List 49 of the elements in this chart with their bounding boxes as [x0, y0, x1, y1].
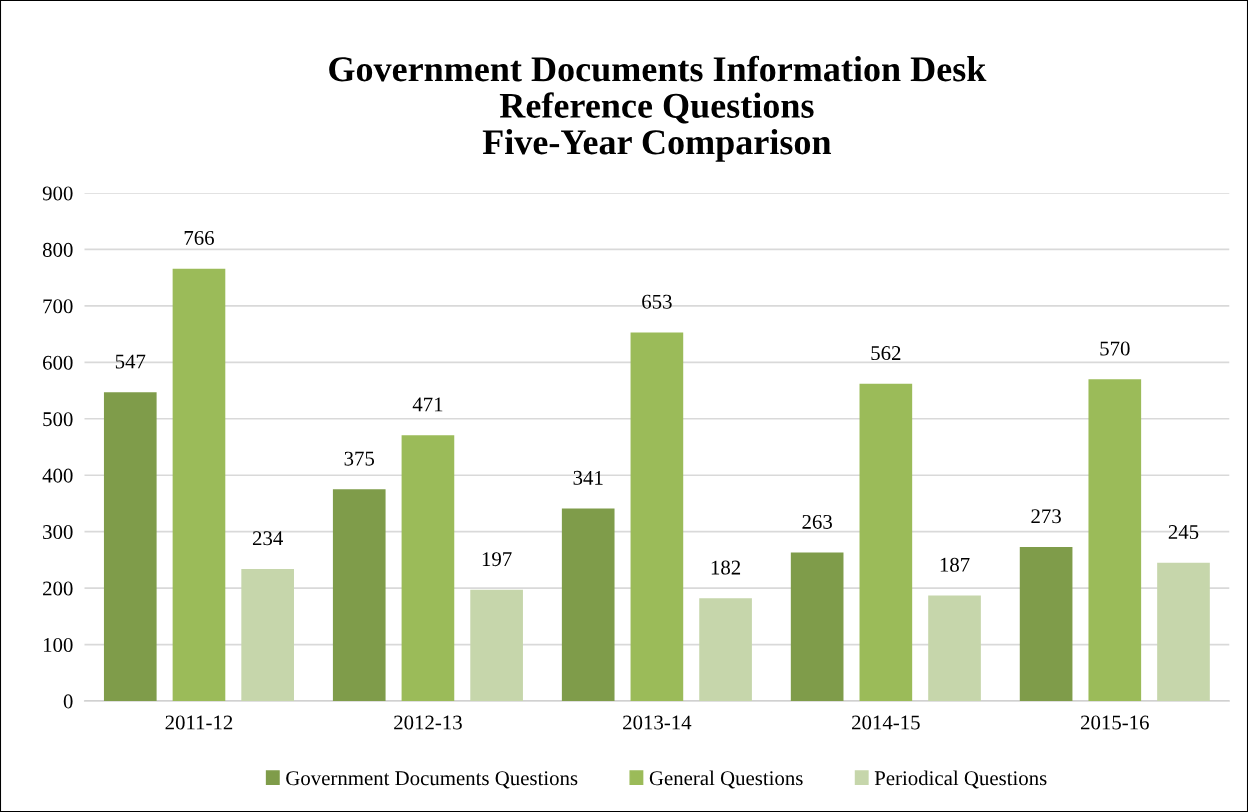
bar — [241, 568, 294, 701]
x-tick-label: 2012-13 — [394, 715, 462, 730]
data-label: 187 — [940, 557, 970, 572]
bar — [928, 595, 981, 701]
bar — [1088, 379, 1142, 701]
data-label: 197 — [482, 552, 512, 567]
bar — [401, 435, 455, 701]
x-tick-label: 2013-14 — [623, 715, 692, 730]
data-label: 234 — [252, 531, 283, 546]
y-tick-label: 200 — [43, 581, 73, 596]
legend-label: Periodical Questions — [874, 770, 1047, 789]
bar — [630, 332, 684, 701]
y-tick-label: 700 — [43, 299, 73, 314]
x-tick-label: 2011-12 — [165, 715, 233, 730]
bar — [103, 392, 157, 701]
y-tick-label: 500 — [43, 412, 73, 427]
y-tick-label: 600 — [43, 355, 73, 370]
data-label: 766 — [184, 230, 214, 245]
bar — [1157, 562, 1210, 701]
data-label: 182 — [711, 560, 741, 575]
bar — [470, 589, 523, 701]
y-tick-label: 300 — [43, 525, 73, 540]
data-label: 263 — [802, 514, 832, 529]
legend-label: General Questions — [649, 770, 803, 789]
bar — [1019, 546, 1073, 701]
bar — [561, 508, 615, 701]
data-label: 547 — [115, 354, 146, 369]
data-label: 375 — [344, 451, 375, 466]
y-tick-label: 400 — [42, 468, 73, 483]
y-tick-label: 800 — [42, 242, 73, 257]
y-tick-label: 0 — [63, 694, 73, 709]
y-tick-label: 100 — [43, 637, 73, 652]
data-label: 471 — [412, 397, 443, 412]
bar — [790, 552, 844, 701]
bar — [859, 383, 913, 701]
chart-title: Government Documents Information Desk Reference Questions Five-Year Comparison — [329, 55, 987, 162]
data-label: 273 — [1031, 509, 1061, 524]
y-tick-label: 900 — [42, 186, 73, 201]
data-label: 245 — [1168, 525, 1199, 540]
bar — [172, 268, 226, 701]
legend-label: Government Documents Questions — [286, 771, 578, 789]
data-label: 341 — [573, 470, 603, 485]
data-label: 562 — [871, 346, 901, 361]
x-tick-label: 2014-15 — [852, 715, 920, 730]
bar — [699, 598, 752, 701]
x-tick-label: 2015-16 — [1081, 715, 1149, 730]
data-label: 653 — [642, 294, 672, 309]
bar — [332, 489, 386, 701]
data-label: 570 — [1100, 341, 1130, 356]
